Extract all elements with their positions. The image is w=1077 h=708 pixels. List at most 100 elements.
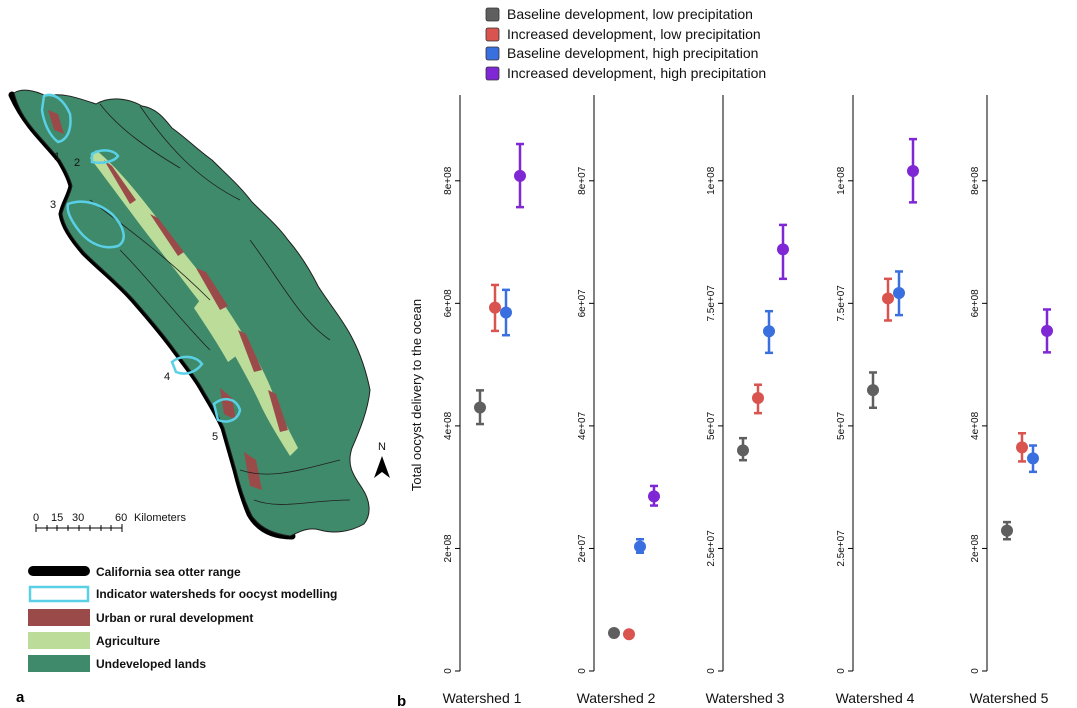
legend-label-undeveloped: Undeveloped lands — [96, 657, 206, 671]
panel-label-a: a — [16, 689, 25, 706]
y-tick-label: 2.5e+07 — [836, 530, 847, 567]
watershed-title: Watershed 3 — [706, 690, 785, 706]
data-point-series-0 — [1001, 524, 1013, 537]
y-tick-label: 7.5e+07 — [836, 285, 847, 322]
indicator-watershed-3 — [66, 200, 125, 249]
watershed-title: Watershed 4 — [836, 690, 915, 706]
data-point-series-2 — [893, 287, 905, 300]
legend-label-series-1: Increased development, low precipitation — [507, 26, 761, 42]
data-point-series-1 — [623, 628, 635, 641]
north-arrow-icon: N — [374, 441, 390, 478]
data-point-series-2 — [763, 325, 775, 338]
data-point-series-0 — [608, 627, 620, 640]
data-point-series-1 — [489, 301, 501, 314]
chart-watershed-2: 0 2e+07 4e+07 6e+07 8e+07 Watershed 2 — [577, 95, 660, 706]
chart-watershed-5: 0 2e+08 4e+08 6e+08 8e+08 Watershed 5 — [970, 95, 1053, 706]
watershed-title: Watershed 5 — [970, 690, 1049, 706]
y-tick-label: 0 — [443, 668, 454, 674]
y-tick-label: 0 — [836, 668, 847, 674]
y-tick-label: 4e+08 — [970, 411, 981, 440]
watershed-title: Watershed 1 — [443, 690, 522, 706]
scale-tick-15: 15 — [51, 512, 63, 524]
map-watershed-number-1: 1 — [54, 151, 60, 163]
data-point-series-1 — [882, 292, 894, 305]
y-tick-label: 7.5e+07 — [706, 285, 717, 322]
land-agriculture-2 — [194, 300, 236, 362]
land-agriculture — [90, 150, 298, 456]
legend-label-otter-range: California sea otter range — [96, 565, 241, 579]
y-tick-label: 6e+08 — [970, 289, 981, 318]
y-tick-label: 4e+07 — [577, 411, 588, 440]
north-label: N — [378, 441, 386, 453]
y-tick-label: 1e+08 — [706, 166, 717, 195]
indicator-watershed-2 — [90, 149, 120, 164]
legend-swatch-agriculture — [28, 632, 90, 649]
legend-swatch-series-3 — [485, 66, 500, 81]
scale-tick-0: 0 — [33, 512, 39, 524]
y-tick-label: 5e+07 — [836, 411, 847, 440]
map-watershed-number-2: 2 — [74, 157, 80, 169]
y-tick-label: 0 — [970, 668, 981, 674]
legend-swatch-undeveloped — [28, 655, 90, 672]
data-point-series-3 — [907, 164, 919, 177]
data-point-series-3 — [514, 169, 526, 182]
data-point-series-0 — [737, 444, 749, 457]
legend-label-series-2: Baseline development, high precipitation — [507, 45, 758, 61]
scale-bar: 0 15 30 60 Kilometers — [33, 512, 186, 532]
y-tick-label: 2e+08 — [443, 534, 454, 563]
legend-swatch-otter-range — [28, 566, 90, 576]
legend-swatch-series-1 — [485, 27, 500, 42]
legend-swatch-indicator — [28, 585, 90, 603]
data-point-series-0 — [867, 384, 879, 397]
scale-tick-30: 30 — [72, 512, 84, 524]
chart-watershed-3: 0 2.5e+07 5e+07 7.5e+07 1e+08 Watershed 3 — [706, 95, 789, 706]
legend-swatch-series-2 — [485, 46, 500, 61]
watershed-title: Watershed 2 — [577, 690, 656, 706]
data-point-series-2 — [500, 306, 512, 319]
map-watershed-number-4: 4 — [164, 371, 170, 383]
data-point-series-1 — [752, 391, 764, 404]
chart-watershed-4: 0 2.5e+07 5e+07 7.5e+07 1e+08 Watershed 4 — [836, 95, 919, 706]
data-point-series-1 — [1016, 441, 1028, 454]
map-watershed-number-5: 5 — [212, 431, 218, 443]
y-tick-label: 6e+08 — [443, 289, 454, 318]
data-point-series-0 — [474, 401, 486, 414]
y-tick-label: 8e+08 — [970, 166, 981, 195]
y-tick-label: 6e+07 — [577, 289, 588, 318]
y-tick-label: 1e+08 — [836, 166, 847, 195]
legend-swatch-series-0 — [485, 7, 500, 22]
y-tick-label: 2e+07 — [577, 534, 588, 563]
chart-watershed-1: 0 2e+08 4e+08 6e+08 8e+08 Watershed 1 — [443, 95, 526, 706]
data-point-series-2 — [634, 540, 646, 553]
y-tick-label: 8e+08 — [443, 166, 454, 195]
map-panel: 1 2 3 4 5 N 0 15 30 60 Kilometers — [8, 89, 390, 706]
data-point-series-3 — [777, 243, 789, 256]
y-tick-label: 8e+07 — [577, 166, 588, 195]
data-point-series-3 — [648, 490, 660, 503]
data-point-series-2 — [1027, 452, 1039, 465]
legend-label-agriculture: Agriculture — [96, 634, 160, 648]
legend-swatch-development — [28, 609, 90, 626]
y-tick-label: 5e+07 — [706, 411, 717, 440]
legend-label-series-0: Baseline development, low precipitation — [507, 6, 753, 22]
legend-label-development: Urban or rural development — [96, 611, 253, 625]
indicator-watershed-5 — [212, 397, 242, 423]
indicator-watershed-4 — [170, 355, 204, 375]
y-tick-label: 4e+08 — [443, 411, 454, 440]
watershed-boundaries — [89, 103, 351, 505]
data-point-series-3 — [1041, 324, 1053, 337]
y-tick-label: 0 — [577, 668, 588, 674]
land-development — [48, 110, 288, 490]
indicator-watershed-1 — [40, 93, 72, 144]
scale-unit: Kilometers — [134, 512, 186, 524]
charts-panel: Baseline development, low precipitation … — [397, 6, 1053, 708]
panel-label-b: b — [397, 693, 406, 708]
map-watershed-number-3: 3 — [50, 199, 56, 211]
y-tick-label: 2e+08 — [970, 534, 981, 563]
y-tick-label: 2.5e+07 — [706, 530, 717, 567]
series-legend: Baseline development, low precipitation … — [485, 6, 766, 81]
legend-label-indicator: Indicator watersheds for oocyst modellin… — [96, 587, 337, 601]
legend-label-series-3: Increased development, high precipitatio… — [507, 65, 766, 81]
land-undeveloped — [13, 89, 371, 537]
